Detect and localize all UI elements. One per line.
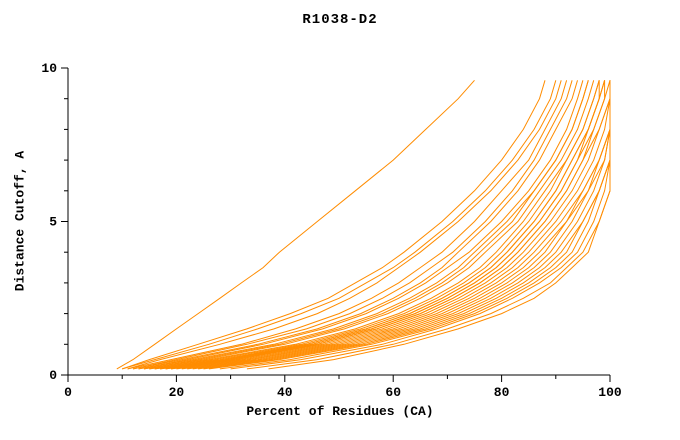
model-curve (165, 80, 606, 370)
x-axis-label: Percent of Residues (CA) (246, 404, 434, 419)
axes-group: 0 20 40 60 80 100 0 5 10 (41, 61, 622, 400)
model-curve (127, 80, 562, 370)
x-tick-label: 20 (169, 385, 185, 400)
x-tick-label: 40 (277, 385, 293, 400)
model-curve (122, 80, 557, 370)
model-curve (170, 80, 611, 370)
model-curve (132, 80, 578, 370)
model-curve (170, 80, 611, 370)
model-curve (122, 80, 546, 370)
y-tick-label: 5 (49, 215, 57, 230)
model-curve (116, 79, 475, 370)
model-curve (138, 80, 584, 370)
model-curve (149, 80, 600, 370)
model-curve (127, 80, 568, 370)
model-curve (165, 80, 611, 370)
model-curve (132, 80, 573, 370)
model-curve (198, 80, 611, 370)
x-tick-label: 100 (598, 385, 622, 400)
model-curve (143, 80, 589, 370)
y-axis-label-text: Distance Cutoff, A (12, 150, 28, 292)
x-tick-label: 0 (64, 385, 72, 400)
curves-group (116, 79, 611, 370)
model-curve (208, 80, 611, 370)
model-curve (187, 80, 611, 370)
model-curve (268, 80, 611, 370)
y-tick-label: 10 (41, 61, 57, 76)
model-curve (219, 80, 611, 370)
x-tick-label: 60 (385, 385, 401, 400)
model-curve (143, 80, 595, 370)
chart-title: R1038-D2 (302, 12, 378, 28)
model-curve (160, 80, 600, 370)
y-tick-label: 0 (49, 368, 57, 383)
x-tick-label: 80 (494, 385, 510, 400)
